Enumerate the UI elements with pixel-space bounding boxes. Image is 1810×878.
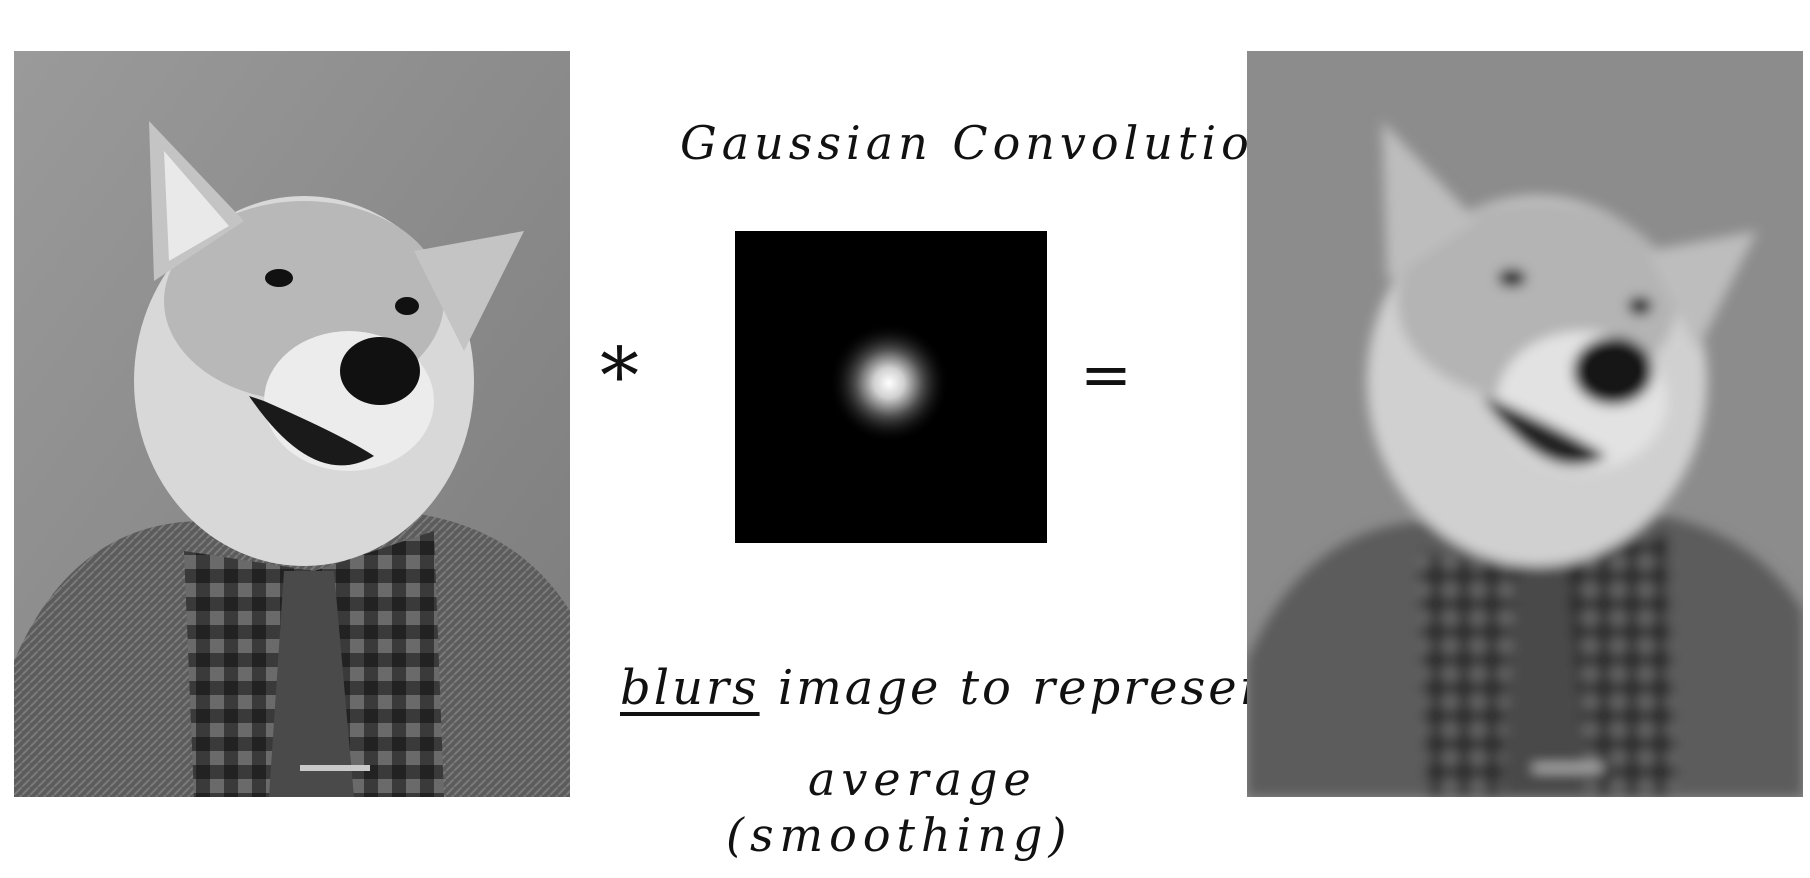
caption-line-1-rest: image to represent <box>759 660 1296 716</box>
blurred-dog-in-suit-photo-icon <box>1247 51 1803 797</box>
gaussian-kernel <box>735 231 1047 543</box>
original-dog-photo <box>14 51 570 797</box>
caption-line-3: (smoothing) <box>726 808 1073 862</box>
caption-underlined-word: blurs <box>620 660 760 716</box>
caption-line-1: blurs image to represent <box>620 660 1296 716</box>
dog-in-suit-photo-icon <box>14 51 570 797</box>
gaussian-kernel-blob-icon <box>735 231 1047 543</box>
caption-line-2: average <box>808 752 1037 806</box>
convolution-operator: * <box>600 332 639 422</box>
blurred-dog-photo <box>1247 51 1803 797</box>
diagram-title: Gaussian Convolution: <box>680 116 1309 170</box>
equals-operator: = <box>1080 338 1132 411</box>
